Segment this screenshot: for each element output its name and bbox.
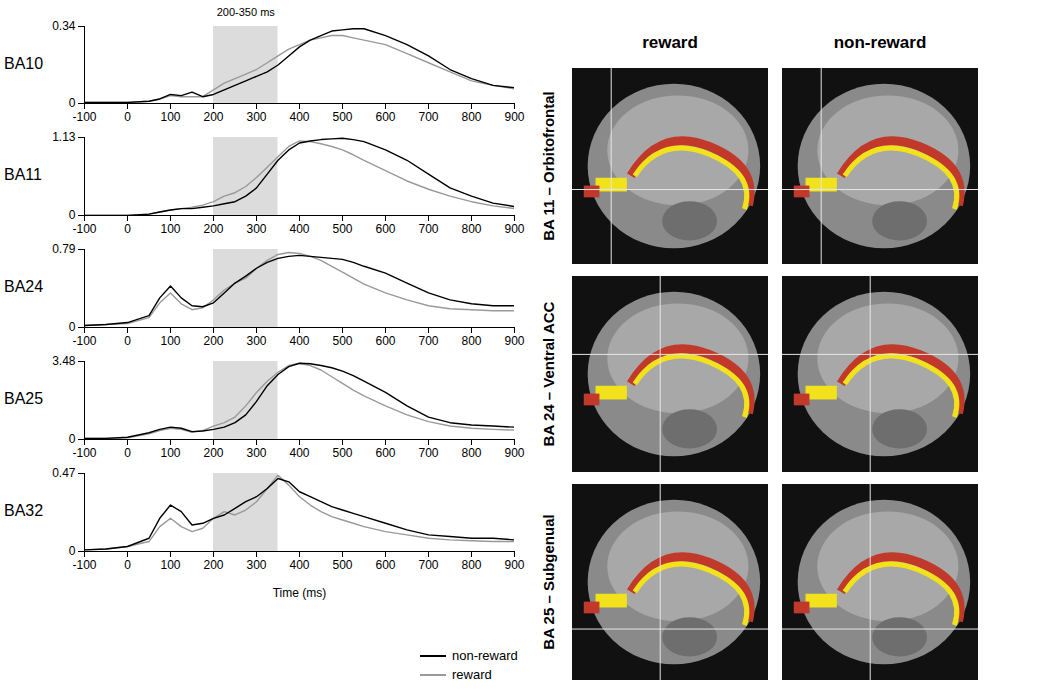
svg-text:700: 700 [418, 446, 438, 460]
svg-text:700: 700 [418, 110, 438, 124]
svg-text:0: 0 [69, 320, 76, 334]
svg-text:600: 600 [375, 446, 395, 460]
svg-text:500: 500 [332, 110, 352, 124]
svg-text:0: 0 [124, 222, 131, 236]
svg-text:200: 200 [203, 222, 223, 236]
svg-text:400: 400 [289, 222, 309, 236]
svg-text:400: 400 [289, 110, 309, 124]
svg-text:500: 500 [332, 222, 352, 236]
svg-text:300: 300 [246, 558, 266, 572]
svg-text:600: 600 [375, 110, 395, 124]
svg-text:100: 100 [160, 446, 180, 460]
svg-text:300: 300 [246, 110, 266, 124]
svg-text:800: 800 [461, 558, 481, 572]
svg-text:0: 0 [124, 446, 131, 460]
svg-text:400: 400 [289, 334, 309, 348]
svg-text:0: 0 [124, 558, 131, 572]
svg-text:-100: -100 [72, 334, 96, 348]
svg-text:non-reward: non-reward [834, 33, 927, 52]
svg-text:100: 100 [160, 334, 180, 348]
svg-text:0.34: 0.34 [52, 19, 76, 33]
html-text:BA32: BA32 [4, 502, 44, 519]
svg-text:-100: -100 [72, 110, 96, 124]
svg-text:0.79: 0.79 [52, 242, 76, 256]
svg-text:700: 700 [418, 222, 438, 236]
svg-text:0: 0 [124, 110, 131, 124]
svg-text:reward: reward [642, 33, 698, 52]
svg-text:600: 600 [375, 334, 395, 348]
svg-text:800: 800 [461, 222, 481, 236]
svg-text:-100: -100 [72, 558, 96, 572]
html-text:BA24: BA24 [4, 278, 44, 295]
svg-text:200: 200 [203, 110, 223, 124]
svg-text:0: 0 [69, 432, 76, 446]
svg-text:100: 100 [160, 222, 180, 236]
svg-text:600: 600 [375, 558, 395, 572]
svg-text:900: 900 [504, 110, 524, 124]
svg-text:500: 500 [332, 558, 352, 572]
html-text:BA25: BA25 [4, 390, 44, 407]
svg-text:700: 700 [418, 334, 438, 348]
svg-text:Time (ms): Time (ms) [273, 586, 327, 600]
svg-text:0.47: 0.47 [52, 466, 76, 480]
svg-text:1.13: 1.13 [52, 130, 76, 144]
svg-text:BA 11 – Orbitofrontal: BA 11 – Orbitofrontal [540, 91, 557, 240]
svg-text:3.48: 3.48 [52, 354, 76, 368]
html-text:BA11: BA11 [4, 166, 42, 183]
svg-text:900: 900 [504, 222, 524, 236]
svg-text:0: 0 [124, 334, 131, 348]
svg-text:900: 900 [504, 558, 524, 572]
svg-text:0: 0 [69, 544, 76, 558]
svg-text:200-350 ms: 200-350 ms [217, 6, 276, 18]
svg-text:100: 100 [160, 558, 180, 572]
svg-text:800: 800 [461, 110, 481, 124]
svg-text:400: 400 [289, 558, 309, 572]
svg-text:0: 0 [69, 96, 76, 110]
svg-text:600: 600 [375, 222, 395, 236]
svg-text:800: 800 [461, 446, 481, 460]
html-text:non-reward: non-reward [452, 648, 518, 663]
svg-text:BA 24 – Ventral ACC: BA 24 – Ventral ACC [540, 301, 557, 446]
html-text:BA10: BA10 [4, 54, 44, 72]
svg-text:300: 300 [246, 446, 266, 460]
svg-text:700: 700 [418, 558, 438, 572]
svg-text:0: 0 [69, 208, 76, 222]
svg-text:200: 200 [203, 334, 223, 348]
svg-text:200: 200 [203, 446, 223, 460]
svg-text:300: 300 [246, 334, 266, 348]
svg-text:-100: -100 [72, 222, 96, 236]
svg-text:400: 400 [289, 446, 309, 460]
html-text:reward: reward [452, 667, 492, 682]
svg-text:BA 25 – Subgenual: BA 25 – Subgenual [540, 514, 557, 649]
svg-text:500: 500 [332, 446, 352, 460]
svg-text:300: 300 [246, 222, 266, 236]
svg-text:100: 100 [160, 110, 180, 124]
svg-text:800: 800 [461, 334, 481, 348]
svg-text:500: 500 [332, 334, 352, 348]
svg-text:900: 900 [504, 334, 524, 348]
svg-text:900: 900 [504, 446, 524, 460]
svg-text:200: 200 [203, 558, 223, 572]
svg-text:-100: -100 [72, 446, 96, 460]
